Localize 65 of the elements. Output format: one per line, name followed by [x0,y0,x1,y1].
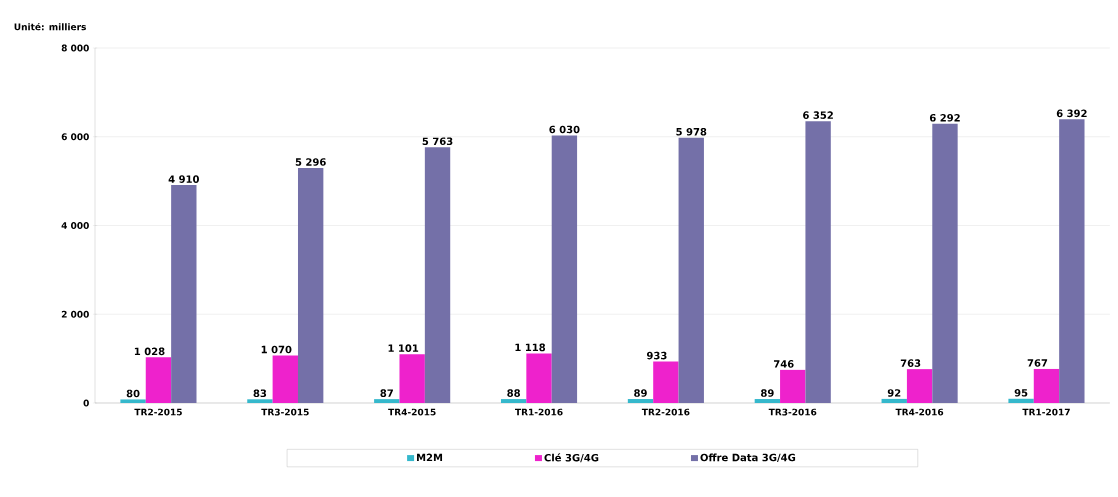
y-tick-label: 6 000 [61,133,89,141]
bar [374,399,400,403]
data-label: 746 [773,360,794,368]
x-tick-label: TR3-2016 [768,408,817,416]
bar [805,121,831,403]
data-label: 767 [1027,359,1048,367]
data-label: 83 [253,389,267,398]
data-label: 1 118 [515,343,546,352]
data-label: 1 028 [134,347,165,356]
bar [120,399,146,403]
y-tick-label: 2 000 [61,310,89,318]
data-label: 95 [1014,389,1028,397]
bar [881,398,907,403]
bar [627,399,654,403]
bar [145,357,172,403]
data-label: 933 [646,351,667,360]
data-label: 763 [900,359,921,367]
data-label: 92 [887,389,901,397]
bar [1033,368,1060,403]
data-label: 1 101 [388,344,419,352]
bar [247,399,273,403]
data-label: 88 [507,389,520,397]
bar [272,355,298,403]
bar [500,399,527,403]
bar [678,137,704,403]
data-label: 5 763 [422,137,453,146]
bar [906,369,933,403]
bar [399,354,425,403]
bar [653,361,679,403]
x-tick-label: TR4-2015 [388,408,436,416]
data-label: 4 910 [168,175,199,183]
legend-label: Offre Data 3G/4G [700,453,796,463]
data-label: 6 352 [803,111,833,119]
x-tick-label: TR2-2016 [641,408,690,416]
data-label: 5 978 [676,127,707,136]
data-label: 1 070 [261,345,292,354]
y-tick-label: 0 [83,399,89,407]
data-label: 6 030 [549,125,580,134]
bar [297,167,324,403]
bar [932,123,958,403]
y-tick-label: 4 000 [61,222,89,229]
data-label: 89 [761,389,774,397]
x-tick-label: TR1-2017 [1022,408,1070,416]
bar [526,353,552,403]
bar [171,185,197,403]
legend-label: M2M [417,453,443,462]
y-axis-title: Unité: milliers [14,22,86,31]
data-label: 6 292 [929,114,960,122]
x-tick-label: TR1-2016 [515,408,563,416]
bar [1008,398,1034,403]
bar [780,369,806,403]
bar [424,147,451,403]
data-label: 6 392 [1056,109,1087,118]
data-label: 80 [126,389,140,398]
data-label: 5 296 [295,158,326,166]
y-tick-label: 8 000 [61,44,89,52]
legend-label: Clé 3G/4G [544,453,599,463]
x-tick-label: TR3-2015 [261,408,309,416]
bar [551,135,578,403]
data-label: 89 [634,389,647,397]
x-tick-label: TR4-2016 [895,408,944,416]
x-tick-label: TR2-2015 [134,408,182,416]
data-label: 87 [380,389,393,397]
bar [754,399,781,403]
bar [1059,119,1085,403]
